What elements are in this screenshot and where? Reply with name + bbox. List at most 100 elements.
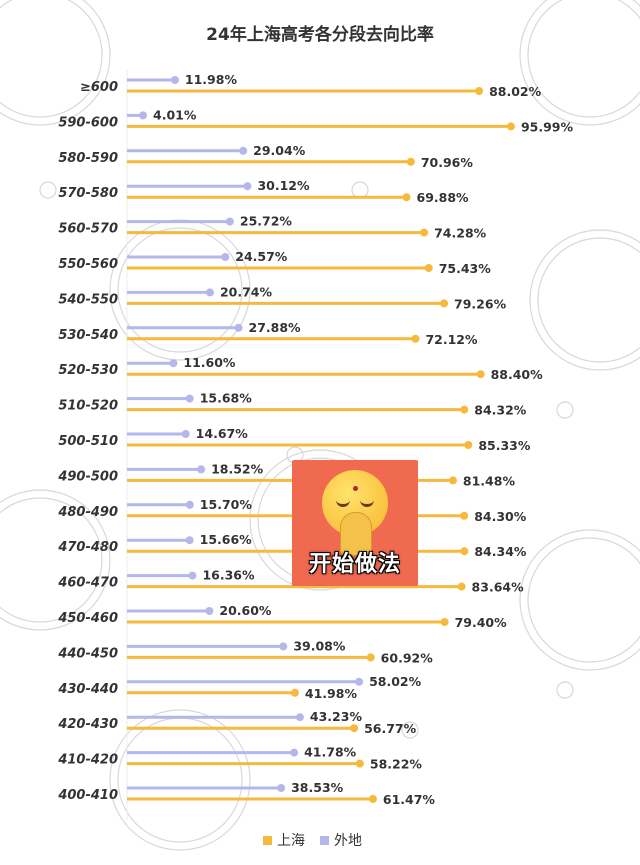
legend-label-shanghai: 上海 [277,833,305,849]
data-label-outside: 39.08% [293,638,346,653]
data-label-outside: 25.72% [240,214,293,229]
point-shanghai [290,688,299,697]
data-label-outside: 11.98% [185,72,238,87]
data-label-shanghai: 56.77% [364,721,417,736]
point-outside [188,571,197,580]
eye-left-icon [336,500,350,507]
category-label: 410-420 [57,753,118,768]
data-label-shanghai: 84.32% [474,403,527,418]
emoji-sticker: 开始做法 [292,460,418,586]
point-outside [277,784,286,792]
point-shanghai [476,370,485,379]
data-label-outside: 15.66% [200,532,253,547]
point-shanghai [457,582,466,591]
data-label-shanghai: 58.22% [370,757,423,772]
data-label-outside: 43.23% [310,709,363,724]
point-outside [139,111,148,120]
point-shanghai [460,511,469,520]
category-label: 500-510 [58,434,118,449]
point-outside [185,394,194,403]
eye-right-icon [360,500,374,507]
data-label-outside: 41.78% [304,745,357,760]
data-label-outside: 15.70% [200,497,253,512]
point-shanghai [355,759,364,768]
legend-swatch-outside [320,836,329,845]
category-label: 420-430 [57,717,118,732]
data-label-shanghai: 41.98% [305,686,358,701]
point-outside [170,76,179,84]
watermark-ring [519,0,640,126]
data-label-shanghai: 79.40% [455,615,508,630]
category-label: 440-450 [57,646,118,661]
bar-rows: ≥600 11.98% 88.02% 590-600 4.01% 95.99% 580-59… [57,72,573,807]
data-label-outside: 14.67% [196,426,249,441]
category-label: 450-460 [57,611,118,626]
point-outside [234,323,243,332]
category-label: 530-540 [58,328,118,343]
category-label: 400-410 [57,788,118,803]
data-label-outside: 18.52% [211,461,264,476]
data-label-outside: 11.60% [183,355,236,370]
point-outside [169,359,178,368]
category-label: 540-550 [58,292,118,307]
category-label: 480-490 [57,505,118,520]
point-outside [243,182,252,191]
watermark-ring [527,537,640,663]
watermark-dot [401,721,419,739]
data-label-outside: 15.68% [200,391,253,406]
watermark-dot [351,181,369,199]
data-label-shanghai: 79.26% [454,296,507,311]
data-label-outside: 29.04% [253,143,306,158]
data-label-outside: 24.57% [235,249,288,264]
data-label-outside: 30.12% [257,178,310,193]
point-outside [205,607,214,615]
point-shanghai [350,724,359,733]
bindi-icon [353,486,358,491]
point-outside [355,677,364,686]
category-label: 580-590 [58,151,118,166]
point-outside [279,642,288,651]
legend-label-outside: 外地 [334,833,362,849]
point-outside [295,713,304,722]
watermark-ring [519,529,640,671]
category-label: 550-560 [58,257,118,272]
category-label: 520-530 [58,363,118,378]
point-shanghai [460,405,469,414]
category-label: 560-570 [58,222,118,237]
watermark-dot [556,401,574,419]
sticker-caption: 开始做法 [308,552,401,577]
point-outside [205,288,214,297]
category-label: ≥600 [80,80,118,95]
watermark-dot [556,681,574,699]
category-label: 490-500 [57,469,118,484]
watermark-ring [109,709,251,851]
category-label: 460-470 [57,576,118,591]
praying-hands-icon [340,512,372,556]
data-label-shanghai: 83.64% [472,580,525,595]
watermark-ring [0,0,111,126]
point-shanghai [424,264,433,272]
legend: 上海 外地 [263,833,362,849]
point-outside [181,430,190,438]
data-label-outside: 58.02% [369,674,422,689]
category-label: 430-440 [57,682,118,697]
point-shanghai [460,547,469,556]
data-label-shanghai: 84.30% [474,509,527,524]
data-label-shanghai: 74.28% [434,226,487,241]
watermark-ring [109,219,251,361]
category-label: 510-520 [58,399,118,414]
category-label: 570-580 [58,186,118,201]
point-shanghai [366,653,375,662]
data-label-shanghai: 81.48% [463,473,516,488]
watermark-ring [0,0,103,118]
category-label: 590-600 [58,115,118,130]
point-shanghai [402,193,411,202]
point-outside [239,146,248,155]
point-shanghai [368,795,377,803]
chart-title: 24年上海高考各分段去向比率 [206,24,434,45]
point-shanghai [464,441,473,449]
legend-swatch-shanghai [263,836,272,845]
point-shanghai [506,122,515,131]
category-label: 470-480 [57,540,118,555]
